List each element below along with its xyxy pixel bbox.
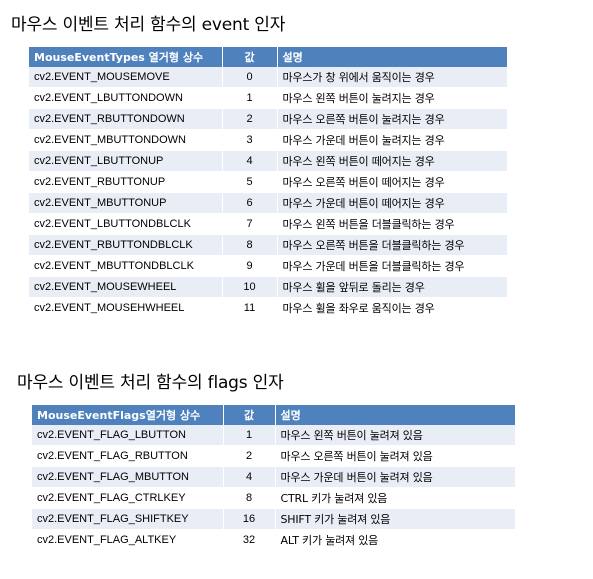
flags-section-title: 마우스 이벤트 처리 함수의 flags 인자 [17, 373, 284, 393]
cell-value: 32 [223, 529, 276, 551]
event-table: MouseEventTypes 열거형 상수 값 설명 cv2.EVENT_MO… [29, 47, 507, 319]
cell-value: 10 [222, 276, 278, 298]
table-row: cv2.EVENT_MOUSEWHEEL 10 마우스 휠을 앞뒤로 돌리는 경우 [29, 276, 507, 298]
cell-name: cv2.EVENT_LBUTTONDBLCLK [29, 213, 223, 235]
cell-value: 4 [223, 466, 276, 488]
cell-value: 9 [222, 255, 278, 277]
table-row: cv2.EVENT_RBUTTONDOWN 2 마우스 오른쪽 버튼이 눌려지는 경… [29, 108, 507, 130]
cell-name: cv2.EVENT_FLAG_ALTKEY [32, 529, 224, 551]
flags-table-header: MouseEventFlags열거형 상수 값 설명 [32, 405, 515, 425]
table-row: cv2.EVENT_MBUTTONDBLCLK 9 마우스 가운데 버튼을 더블클릭… [29, 255, 507, 277]
cell-value: 1 [223, 425, 276, 446]
table-row: cv2.EVENT_FLAG_LBUTTON 1 마우스 왼쪽 버튼이 눌려져 있음 [32, 425, 515, 446]
header-value: 값 [223, 405, 276, 425]
cell-name: cv2.EVENT_MBUTTONDOWN [29, 129, 223, 151]
header-name: MouseEventTypes 열거형 상수 [29, 47, 223, 67]
cell-value: 2 [223, 445, 276, 467]
cell-desc: 마우스 오른쪽 버튼을 더블클릭하는 경우 [277, 234, 507, 256]
cell-value: 16 [223, 508, 276, 530]
header-desc: 설명 [277, 47, 507, 67]
cell-value: 7 [222, 213, 278, 235]
table-row: cv2.EVENT_FLAG_MBUTTON 4 마우스 가운데 버튼이 눌려져 있… [32, 466, 515, 488]
table-row: cv2.EVENT_FLAG_CTRLKEY 8 CTRL 키가 눌려져 있음 [32, 487, 515, 509]
cell-name: cv2.EVENT_LBUTTONUP [29, 150, 223, 172]
cell-name: cv2.EVENT_MOUSEMOVE [29, 67, 223, 88]
table-row: cv2.EVENT_LBUTTONUP 4 마우스 왼쪽 버튼이 떼어지는 경우 [29, 150, 507, 172]
cell-name: cv2.EVENT_FLAG_LBUTTON [32, 425, 224, 446]
cell-value: 11 [222, 297, 278, 319]
cell-name: cv2.EVENT_FLAG_CTRLKEY [32, 487, 224, 509]
cell-desc: ALT 키가 눌려져 있음 [275, 529, 515, 551]
cell-desc: 마우스 오른쪽 버튼이 눌려져 있음 [275, 445, 515, 467]
cell-desc: 마우스 왼쪽 버튼을 더블클릭하는 경우 [277, 213, 507, 235]
cell-value: 2 [222, 108, 278, 130]
cell-name: cv2.EVENT_LBUTTONDOWN [29, 87, 223, 109]
cell-desc: 마우스 오른쪽 버튼이 눌려지는 경우 [277, 108, 507, 130]
event-section-title: 마우스 이벤트 처리 함수의 event 인자 [11, 15, 286, 35]
table-row: cv2.EVENT_FLAG_RBUTTON 2 마우스 오른쪽 버튼이 눌려져 있… [32, 445, 515, 467]
cell-desc: 마우스 왼쪽 버튼이 눌려져 있음 [275, 425, 515, 446]
header-desc: 설명 [275, 405, 515, 425]
table-row: cv2.EVENT_MBUTTONDOWN 3 마우스 가운데 버튼이 눌려지는 경… [29, 129, 507, 151]
cell-value: 3 [222, 129, 278, 151]
event-table-header: MouseEventTypes 열거형 상수 값 설명 [29, 47, 507, 67]
table-row: cv2.EVENT_MBUTTONUP 6 마우스 가운데 버튼이 떼어지는 경우 [29, 192, 507, 214]
flags-table: MouseEventFlags열거형 상수 값 설명 cv2.EVENT_FLA… [32, 405, 515, 551]
cell-value: 8 [223, 487, 276, 509]
table-row: cv2.EVENT_MOUSEHWHEEL 11 마우스 휠을 좌우로 움직이는 경… [29, 297, 507, 319]
table-row: cv2.EVENT_MOUSEMOVE 0 마우스가 창 위에서 움직이는 경우 [29, 67, 507, 88]
cell-desc: SHIFT 키가 눌려져 있음 [275, 508, 515, 530]
cell-desc: 마우스 가운데 버튼이 떼어지는 경우 [277, 192, 507, 214]
cell-desc: CTRL 키가 눌려져 있음 [275, 487, 515, 509]
cell-name: cv2.EVENT_MOUSEHWHEEL [29, 297, 223, 319]
cell-value: 1 [222, 87, 278, 109]
table-row: cv2.EVENT_RBUTTONDBLCLK 8 마우스 오른쪽 버튼을 더블클릭… [29, 234, 507, 256]
cell-desc: 마우스 가운데 버튼을 더블클릭하는 경우 [277, 255, 507, 277]
cell-desc: 마우스 휠을 앞뒤로 돌리는 경우 [277, 276, 507, 298]
cell-desc: 마우스 가운데 버튼이 눌려지는 경우 [277, 129, 507, 151]
cell-name: cv2.EVENT_MOUSEWHEEL [29, 276, 223, 298]
table-row: cv2.EVENT_LBUTTONDBLCLK 7 마우스 왼쪽 버튼을 더블클릭하… [29, 213, 507, 235]
table-row: cv2.EVENT_RBUTTONUP 5 마우스 오른쪽 버튼이 떼어지는 경우 [29, 171, 507, 193]
table-row: cv2.EVENT_FLAG_SHIFTKEY 16 SHIFT 키가 눌려져 있음 [32, 508, 515, 530]
cell-name: cv2.EVENT_MBUTTONDBLCLK [29, 255, 223, 277]
cell-desc: 마우스가 창 위에서 움직이는 경우 [277, 67, 507, 88]
cell-value: 5 [222, 171, 278, 193]
cell-desc: 마우스 왼쪽 버튼이 눌려지는 경우 [277, 87, 507, 109]
header-value: 값 [222, 47, 278, 67]
cell-value: 8 [222, 234, 278, 256]
cell-value: 6 [222, 192, 278, 214]
cell-desc: 마우스 왼쪽 버튼이 떼어지는 경우 [277, 150, 507, 172]
cell-desc: 마우스 오른쪽 버튼이 떼어지는 경우 [277, 171, 507, 193]
cell-name: cv2.EVENT_FLAG_SHIFTKEY [32, 508, 224, 530]
cell-name: cv2.EVENT_FLAG_RBUTTON [32, 445, 224, 467]
cell-desc: 마우스 휠을 좌우로 움직이는 경우 [277, 297, 507, 319]
cell-name: cv2.EVENT_FLAG_MBUTTON [32, 466, 224, 488]
cell-value: 4 [222, 150, 278, 172]
cell-name: cv2.EVENT_RBUTTONUP [29, 171, 223, 193]
cell-name: cv2.EVENT_RBUTTONDOWN [29, 108, 223, 130]
cell-value: 0 [222, 67, 278, 88]
table-row: cv2.EVENT_LBUTTONDOWN 1 마우스 왼쪽 버튼이 눌려지는 경우 [29, 87, 507, 109]
cell-desc: 마우스 가운데 버튼이 눌려져 있음 [275, 466, 515, 488]
cell-name: cv2.EVENT_RBUTTONDBLCLK [29, 234, 223, 256]
header-name: MouseEventFlags열거형 상수 [32, 405, 224, 425]
cell-name: cv2.EVENT_MBUTTONUP [29, 192, 223, 214]
table-row: cv2.EVENT_FLAG_ALTKEY 32 ALT 키가 눌려져 있음 [32, 529, 515, 551]
